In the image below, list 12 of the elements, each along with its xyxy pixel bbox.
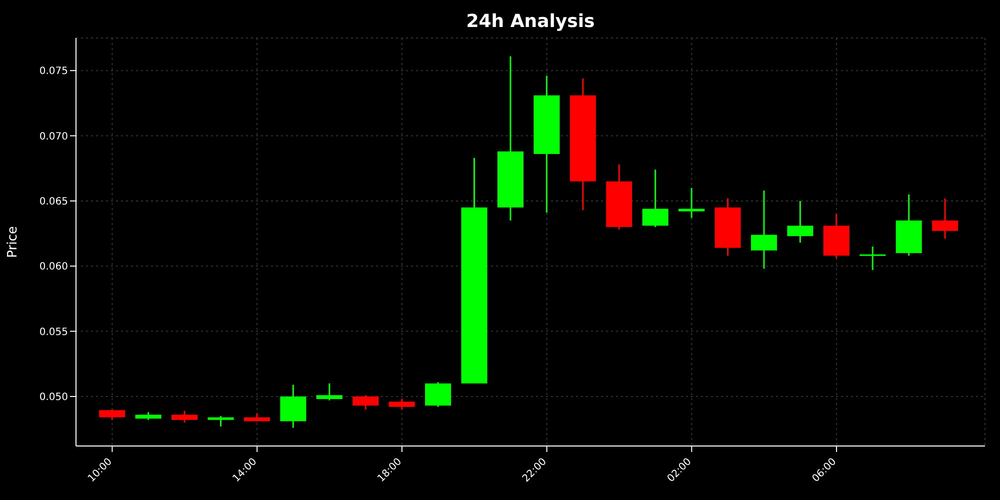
- y-tick-label: 0.055: [39, 326, 68, 338]
- y-axis-title: Price: [6, 226, 21, 258]
- y-tick-label: 0.070: [39, 131, 68, 142]
- candlestick: [860, 246, 886, 271]
- y-tick-label: 0.075: [39, 66, 68, 78]
- y-tick-label: 0.065: [39, 196, 68, 208]
- candlestick: [678, 187, 705, 219]
- candlestick: [208, 415, 234, 428]
- y-tick-label: 0.060: [39, 262, 68, 273]
- candlestick: [316, 382, 342, 402]
- y-tick-label: 0.050: [39, 392, 68, 404]
- chart-title: 24h Analysis: [465, 11, 596, 32]
